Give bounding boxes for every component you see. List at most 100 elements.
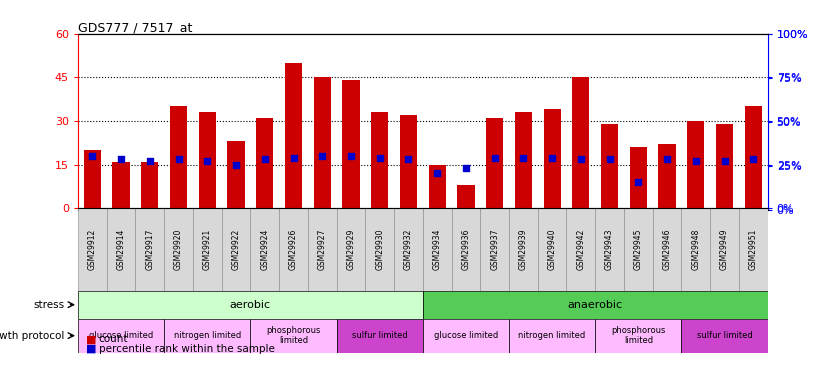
Bar — [515, 112, 532, 208]
Point — [230, 162, 243, 168]
Text: GSM29951: GSM29951 — [749, 229, 758, 270]
Text: GSM29927: GSM29927 — [318, 229, 327, 270]
Text: phosphorous
limited: phosphorous limited — [266, 326, 321, 345]
Bar — [739, 208, 768, 291]
Bar — [164, 319, 250, 352]
Point — [632, 179, 645, 185]
Bar — [135, 208, 164, 291]
Text: GSM29934: GSM29934 — [433, 229, 442, 270]
Text: anaerobic: anaerobic — [567, 300, 623, 310]
Bar — [624, 208, 653, 291]
Text: GSM29920: GSM29920 — [174, 229, 183, 270]
Bar — [653, 208, 681, 291]
Text: GSM29922: GSM29922 — [232, 229, 241, 270]
Bar — [193, 208, 222, 291]
Bar — [423, 208, 452, 291]
Text: nitrogen limited: nitrogen limited — [174, 331, 241, 340]
Text: GDS777 / 7517_at: GDS777 / 7517_at — [78, 21, 192, 34]
Point — [431, 170, 444, 176]
Bar — [227, 141, 245, 208]
Text: percentile rank within the sample: percentile rank within the sample — [99, 344, 274, 354]
Point — [488, 154, 501, 160]
Bar — [601, 124, 618, 208]
Text: GSM29945: GSM29945 — [634, 229, 643, 270]
Text: GSM29942: GSM29942 — [576, 229, 585, 270]
Bar — [78, 291, 423, 319]
Text: GSM29932: GSM29932 — [404, 229, 413, 270]
Text: GSM29912: GSM29912 — [88, 229, 97, 270]
Bar — [308, 208, 337, 291]
Text: sulfur limited: sulfur limited — [352, 331, 407, 340]
Point — [747, 156, 760, 162]
Point — [172, 156, 186, 162]
Text: count: count — [99, 334, 128, 344]
Bar — [687, 121, 704, 208]
Point — [517, 154, 530, 160]
Bar — [423, 319, 509, 352]
Text: GSM29939: GSM29939 — [519, 229, 528, 270]
Point — [201, 158, 214, 164]
Bar — [480, 208, 509, 291]
Text: GSM29943: GSM29943 — [605, 229, 614, 270]
Bar — [170, 106, 187, 208]
Bar — [84, 150, 101, 208]
Point — [402, 156, 415, 162]
Text: stress: stress — [33, 300, 64, 310]
Bar — [630, 147, 647, 208]
Text: GSM29926: GSM29926 — [289, 229, 298, 270]
Point — [144, 158, 157, 164]
Bar — [141, 162, 158, 208]
Bar — [509, 208, 538, 291]
Text: GSM29937: GSM29937 — [490, 229, 499, 270]
Text: GSM29930: GSM29930 — [375, 229, 384, 270]
Bar — [250, 319, 337, 352]
Bar — [400, 115, 417, 208]
Point — [287, 154, 300, 160]
Bar — [538, 208, 566, 291]
Text: GSM29917: GSM29917 — [145, 229, 154, 270]
Bar — [745, 106, 762, 208]
Bar — [314, 77, 331, 208]
Bar — [658, 144, 676, 208]
Bar — [394, 208, 423, 291]
Text: GSM29948: GSM29948 — [691, 229, 700, 270]
Point — [661, 156, 674, 162]
Text: GSM29949: GSM29949 — [720, 229, 729, 270]
Bar — [222, 208, 250, 291]
Text: sulfur limited: sulfur limited — [697, 331, 752, 340]
Text: growth protocol: growth protocol — [0, 331, 64, 340]
Bar — [78, 319, 164, 352]
Bar — [107, 208, 135, 291]
Text: ■: ■ — [86, 344, 97, 354]
Bar — [199, 112, 216, 208]
Point — [258, 156, 271, 162]
Bar — [342, 80, 360, 208]
Bar — [423, 291, 768, 319]
Bar — [572, 77, 589, 208]
Bar — [452, 208, 480, 291]
Point — [316, 153, 329, 159]
Text: GSM29946: GSM29946 — [663, 229, 672, 270]
Bar — [509, 319, 595, 352]
Bar — [595, 208, 624, 291]
Bar — [285, 63, 302, 208]
Bar — [337, 208, 365, 291]
Bar — [250, 208, 279, 291]
Bar — [681, 208, 710, 291]
Point — [115, 156, 128, 162]
Text: GSM29921: GSM29921 — [203, 229, 212, 270]
Bar — [78, 208, 107, 291]
Text: nitrogen limited: nitrogen limited — [519, 331, 585, 340]
Bar — [337, 319, 423, 352]
Bar — [457, 185, 475, 208]
Text: GSM29914: GSM29914 — [117, 229, 126, 270]
Bar — [112, 162, 130, 208]
Point — [545, 154, 558, 160]
Text: GSM29936: GSM29936 — [461, 229, 470, 270]
Bar — [544, 110, 561, 208]
Bar — [710, 208, 739, 291]
Point — [345, 153, 358, 159]
Point — [575, 156, 588, 162]
Bar — [279, 208, 308, 291]
Text: GSM29940: GSM29940 — [548, 229, 557, 270]
